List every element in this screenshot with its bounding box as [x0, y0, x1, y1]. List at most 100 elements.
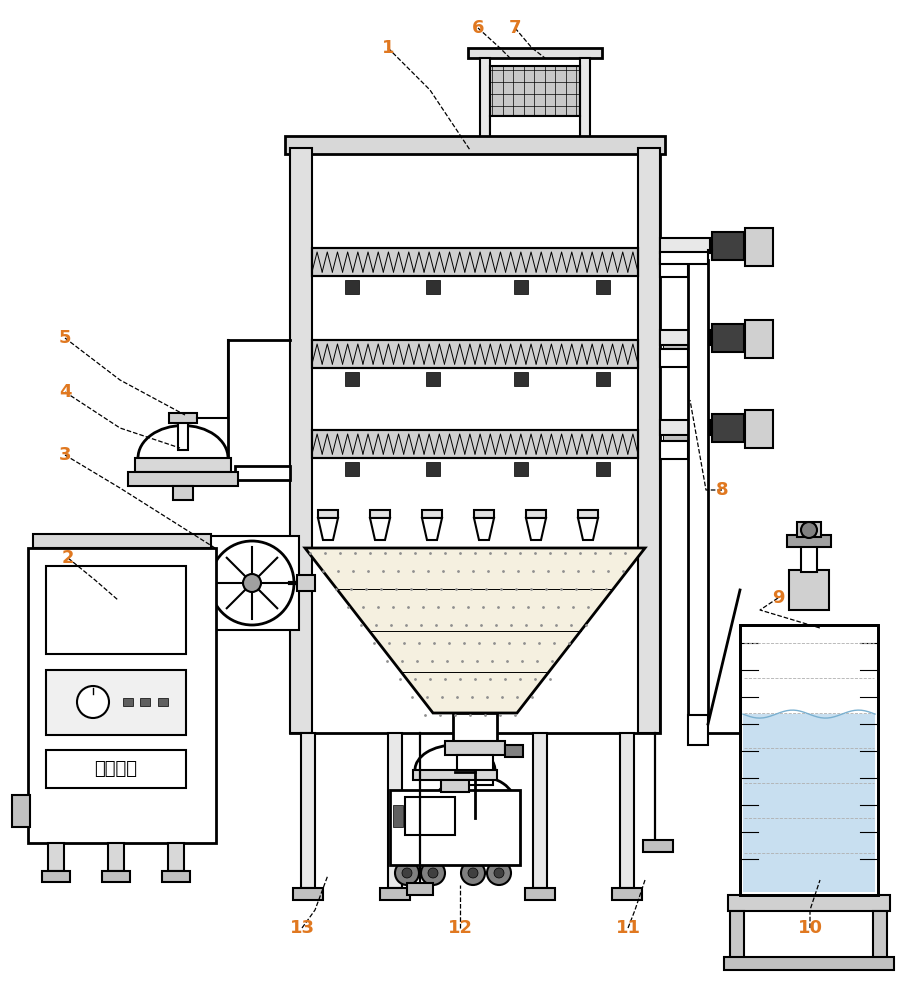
Text: 造粒设备: 造粒设备 — [94, 760, 137, 778]
Bar — [730, 911, 744, 959]
Text: 8: 8 — [715, 481, 728, 499]
Text: 10: 10 — [798, 919, 822, 937]
Bar — [46, 750, 186, 788]
Circle shape — [402, 868, 412, 878]
Bar — [46, 670, 186, 735]
Circle shape — [395, 861, 419, 885]
Bar — [426, 462, 440, 476]
Bar — [413, 770, 497, 780]
Bar — [312, 430, 638, 458]
Bar — [178, 418, 188, 450]
Bar — [102, 871, 130, 882]
Bar — [743, 714, 875, 892]
Bar — [28, 548, 216, 843]
Bar — [285, 136, 665, 154]
Circle shape — [461, 861, 485, 885]
Bar — [514, 372, 528, 386]
Bar — [660, 349, 688, 367]
Bar — [301, 733, 315, 888]
Bar — [787, 535, 831, 547]
Bar — [596, 280, 609, 294]
Bar — [123, 698, 133, 706]
Polygon shape — [526, 518, 546, 540]
Bar — [789, 570, 829, 610]
Bar — [297, 575, 315, 591]
Bar — [745, 320, 773, 358]
Circle shape — [801, 522, 817, 538]
Bar — [660, 238, 710, 253]
Bar — [33, 534, 211, 548]
Text: 9: 9 — [772, 589, 785, 607]
Bar — [435, 803, 515, 815]
Bar — [688, 260, 708, 715]
Text: 12: 12 — [447, 919, 472, 937]
Bar — [422, 510, 442, 518]
Bar — [596, 462, 609, 476]
Bar — [514, 462, 528, 476]
Bar — [445, 741, 505, 755]
Bar — [370, 510, 390, 518]
Circle shape — [428, 868, 438, 878]
Text: 6: 6 — [472, 19, 484, 37]
Text: 3: 3 — [59, 446, 71, 464]
Bar — [42, 871, 70, 882]
Circle shape — [421, 861, 445, 885]
Bar — [158, 698, 168, 706]
Bar — [169, 413, 197, 423]
Bar — [108, 843, 124, 871]
Circle shape — [77, 686, 109, 718]
Bar — [873, 911, 887, 959]
Bar — [235, 466, 290, 480]
Bar — [638, 148, 660, 733]
Bar — [453, 713, 497, 741]
Bar — [740, 625, 878, 895]
Polygon shape — [422, 518, 442, 540]
Bar — [441, 780, 469, 792]
Polygon shape — [474, 518, 494, 540]
Bar — [474, 510, 494, 518]
Bar — [405, 797, 455, 835]
Bar — [168, 843, 184, 871]
Bar — [426, 372, 440, 386]
Bar — [162, 871, 190, 882]
Polygon shape — [370, 518, 390, 540]
Circle shape — [487, 861, 511, 885]
Bar — [390, 790, 520, 865]
Bar — [728, 895, 890, 911]
Bar — [205, 536, 299, 630]
Bar — [745, 410, 773, 448]
Text: 13: 13 — [290, 919, 314, 937]
Circle shape — [210, 541, 294, 625]
Bar — [393, 805, 403, 827]
Bar — [290, 148, 660, 733]
Bar — [688, 715, 708, 745]
Bar — [643, 840, 673, 852]
Bar — [525, 888, 555, 900]
Bar — [345, 372, 359, 386]
Text: 5: 5 — [59, 329, 71, 347]
Bar — [312, 340, 638, 368]
Bar — [801, 542, 817, 572]
Text: 1: 1 — [382, 39, 395, 57]
Bar — [724, 957, 894, 970]
Bar — [388, 733, 402, 888]
Bar — [712, 232, 744, 260]
Bar — [797, 522, 821, 537]
Polygon shape — [318, 518, 338, 540]
Bar — [660, 420, 710, 435]
Bar — [578, 510, 598, 518]
Circle shape — [243, 574, 261, 592]
Bar — [345, 462, 359, 476]
Bar — [318, 510, 338, 518]
Bar — [312, 248, 638, 276]
Bar — [533, 733, 547, 888]
Bar — [293, 888, 323, 900]
Text: 11: 11 — [616, 919, 641, 937]
Text: 4: 4 — [59, 383, 71, 401]
Bar — [663, 345, 698, 355]
Bar — [490, 66, 580, 116]
Bar — [12, 795, 30, 827]
Bar — [312, 248, 638, 276]
Bar — [128, 472, 238, 486]
Circle shape — [468, 868, 478, 878]
